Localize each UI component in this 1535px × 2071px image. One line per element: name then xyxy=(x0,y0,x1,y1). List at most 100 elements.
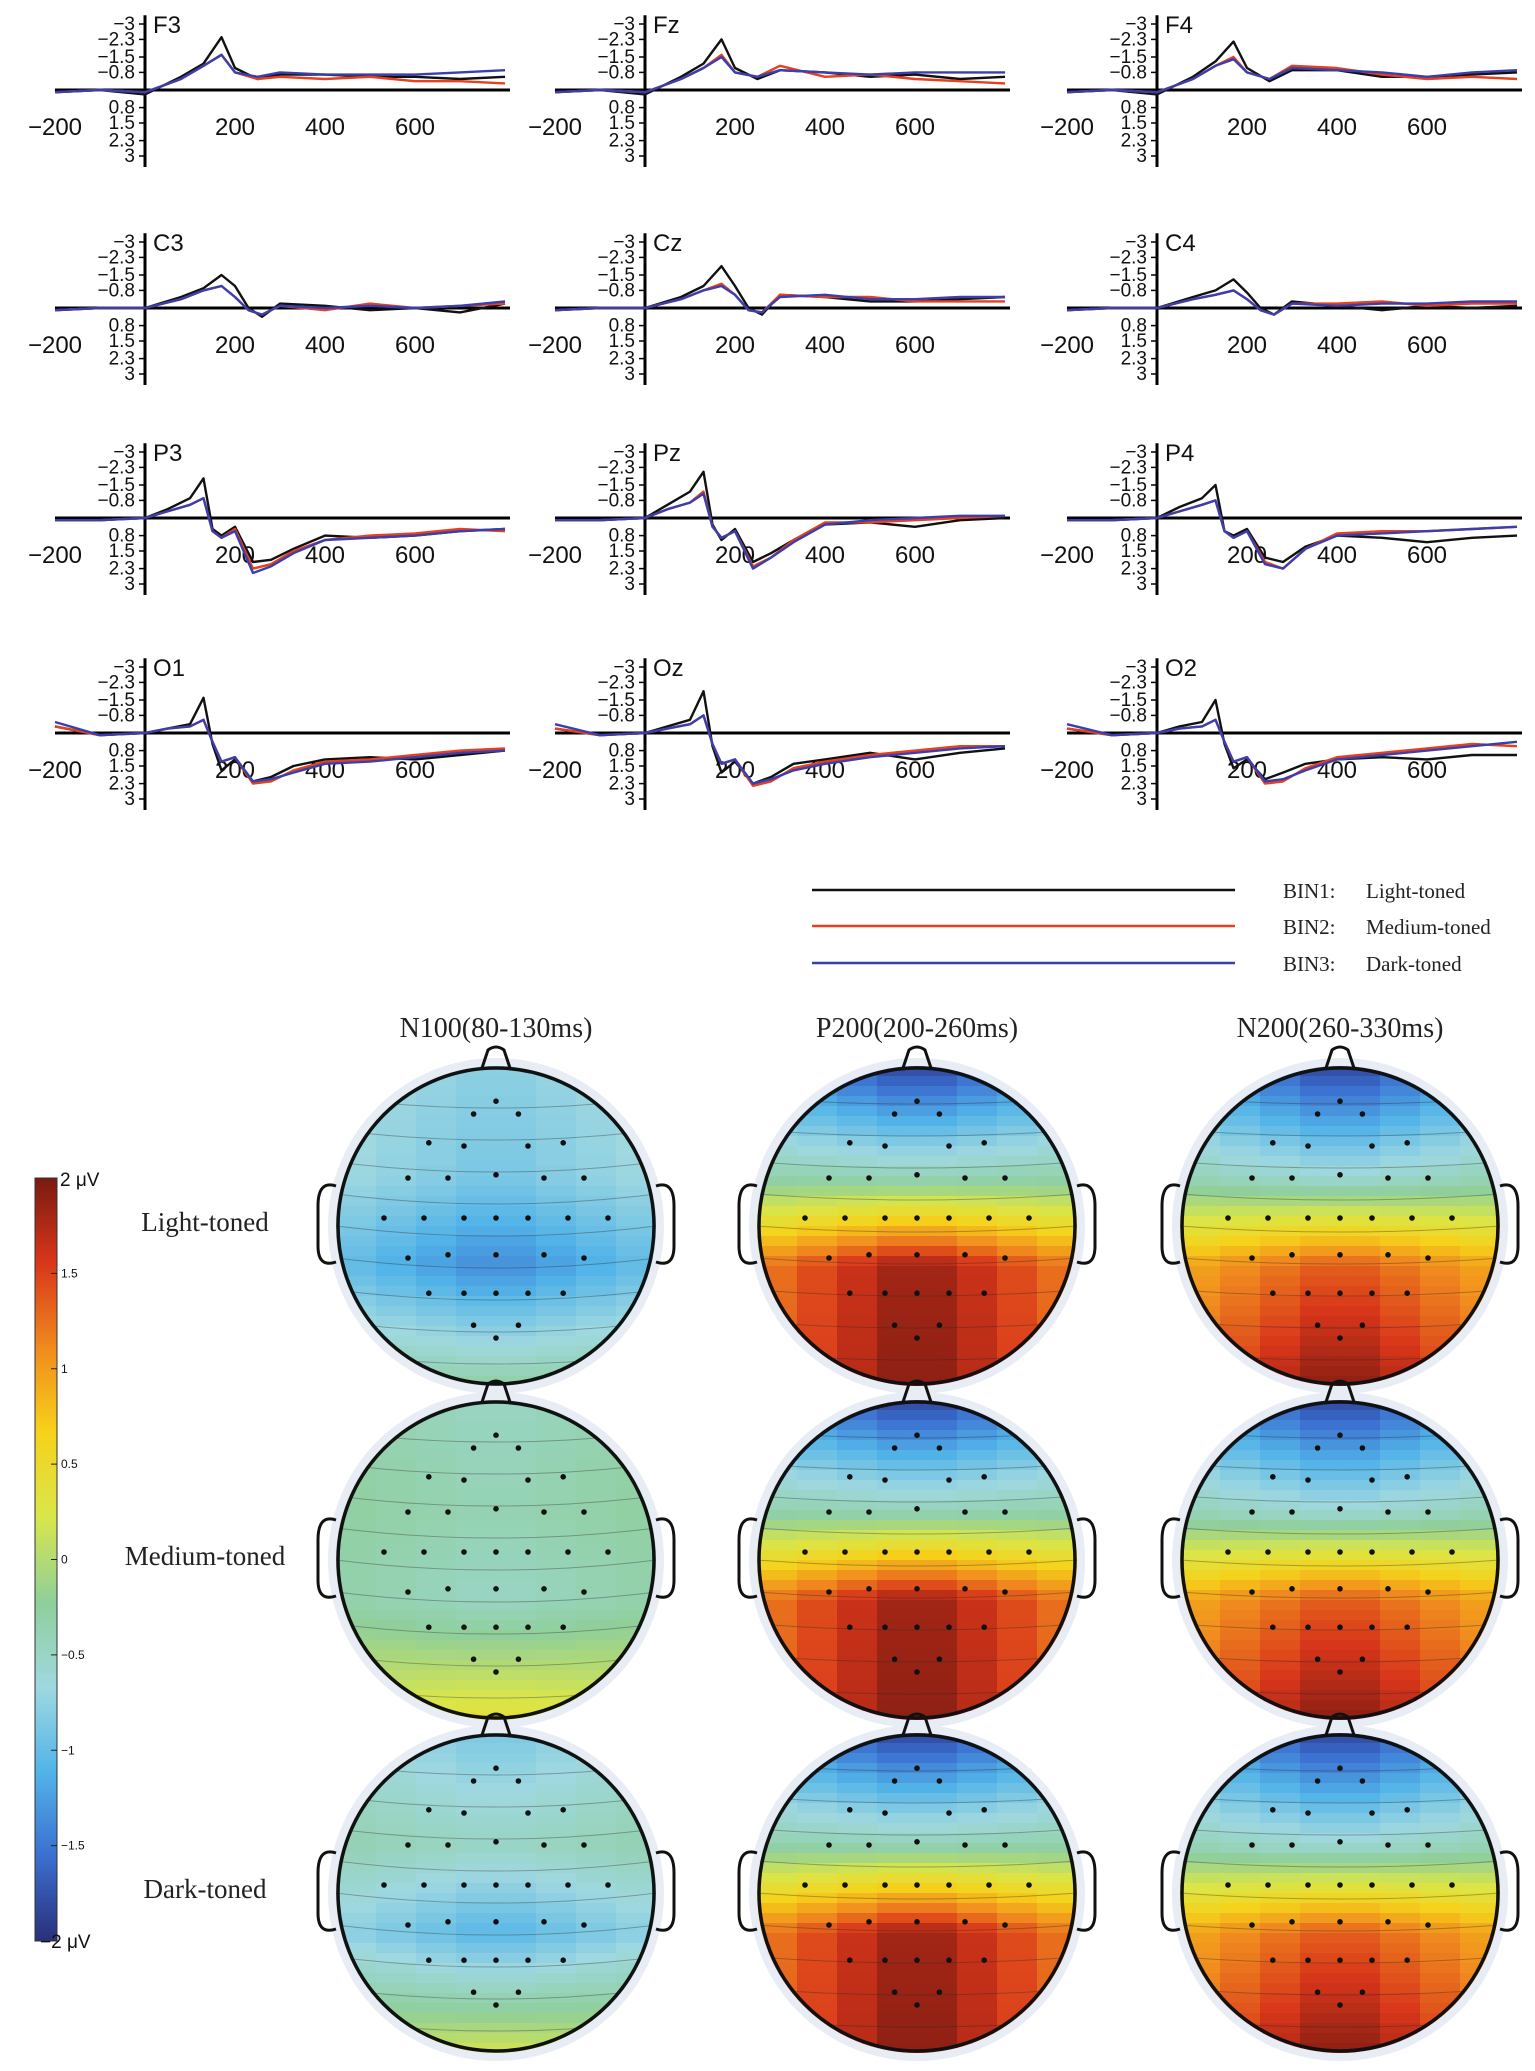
y-tick-label: 3 xyxy=(1136,574,1147,595)
electrode-dot xyxy=(882,1624,888,1630)
x-tick-label: 400 xyxy=(805,114,845,141)
topomap-cell xyxy=(616,1710,656,1720)
topomap-cell xyxy=(1340,1763,1381,1774)
topomap-cell xyxy=(957,1640,998,1651)
y-tick-label: −1.5 xyxy=(97,265,135,286)
topomap-cell xyxy=(576,1823,617,1834)
topomap-cell xyxy=(336,1743,377,1754)
electrode-dot xyxy=(461,1624,467,1630)
topomap-cell xyxy=(757,1540,798,1551)
topomap-cell xyxy=(1180,1096,1221,1107)
topomap-contour xyxy=(336,1591,656,1603)
topomap-cell xyxy=(336,1610,377,1621)
topomap-cell xyxy=(616,2003,656,2014)
topomap-cell xyxy=(616,1600,656,1611)
topomap-cell xyxy=(1037,1690,1077,1701)
topomap-cell xyxy=(1220,1660,1261,1671)
electrode-dot xyxy=(882,1215,888,1221)
topomap-cell xyxy=(797,1530,838,1541)
topomap-cell xyxy=(1260,1316,1301,1327)
topomap-cell xyxy=(997,1620,1038,1631)
topomap-cell xyxy=(1380,1773,1421,1784)
topomap-cell xyxy=(797,1670,838,1681)
topomap-cell xyxy=(837,1186,878,1197)
topomap-cell xyxy=(1220,1316,1261,1327)
electrode-dot xyxy=(1369,1882,1375,1888)
topomap-0-0 xyxy=(316,1045,676,1394)
topomap-cell xyxy=(877,1823,918,1834)
topomap-cell xyxy=(877,1963,918,1974)
series-line-bin3 xyxy=(54,284,506,316)
topomap-cell xyxy=(616,1913,656,1924)
topomap-cell xyxy=(957,1156,998,1167)
electrode-dot xyxy=(1265,1215,1271,1221)
topomap-cell xyxy=(877,1763,918,1774)
topomap-cell xyxy=(757,1510,798,1521)
topomap-cell xyxy=(1037,1420,1077,1431)
topomap-cell xyxy=(416,1933,457,1944)
topomap-cell xyxy=(1300,2003,1341,2014)
topomap-cell xyxy=(877,1430,918,1441)
topomap-cell xyxy=(1460,1540,1500,1551)
topomap-cell xyxy=(416,1276,457,1287)
topomap-cell xyxy=(336,1943,377,1954)
topomap-cell xyxy=(456,1246,497,1257)
topomap-contour xyxy=(757,1289,1077,1297)
topomap-cell xyxy=(1220,1286,1261,1297)
topomap-cell xyxy=(456,1346,497,1357)
topomap-cell xyxy=(1300,1610,1341,1621)
topomap-cell xyxy=(1180,1833,1221,1844)
topomap-cell xyxy=(1460,1733,1500,1744)
topomap-cell xyxy=(616,1186,656,1197)
topomap-cell xyxy=(917,1216,958,1227)
topomap-contour xyxy=(1180,1559,1500,1567)
x-tick-label: 600 xyxy=(895,114,935,141)
topomap-cell xyxy=(1180,1066,1221,1077)
electrode-dot xyxy=(1305,1549,1311,1555)
topomap-cell xyxy=(416,1450,457,1461)
topomap-cell xyxy=(576,1773,617,1784)
electrode-dot xyxy=(470,1989,477,1995)
topomap-cell xyxy=(1180,1166,1221,1177)
topomap-cell xyxy=(616,1570,656,1581)
topomap-cell xyxy=(376,1903,417,1914)
topomap-cell xyxy=(917,1460,958,1471)
topomap-contour xyxy=(336,1129,656,1141)
topomap-cell xyxy=(957,1943,998,1954)
topomap-cell xyxy=(1180,1620,1221,1631)
y-tick-label: −1.5 xyxy=(1109,47,1147,68)
topomap-cell xyxy=(797,1450,838,1461)
topomap-cell xyxy=(416,1803,457,1814)
y-tick-label: −2.3 xyxy=(97,672,135,693)
topomap-cell xyxy=(957,1570,998,1581)
topomap-cell xyxy=(1180,1520,1221,1531)
head-left-ear xyxy=(316,1183,337,1265)
topomap-cell xyxy=(576,1793,617,1804)
topomap-cell xyxy=(336,1883,377,1894)
y-tick-label: 1.5 xyxy=(109,113,135,134)
topomap-cell xyxy=(416,1923,457,1934)
topomap-cell xyxy=(536,1256,577,1267)
topomap-cell xyxy=(957,1440,998,1451)
topomap-cell xyxy=(336,1590,377,1601)
topomap-cell xyxy=(336,1620,377,1631)
topomap-cell xyxy=(1460,1196,1500,1207)
x-tick-label: 600 xyxy=(1407,757,1447,784)
topomap-cell xyxy=(797,1156,838,1167)
topomap-cell xyxy=(957,1430,998,1441)
topomap-cell xyxy=(1180,1883,1221,1894)
topomap-cell xyxy=(1380,1600,1421,1611)
topomap-cell xyxy=(1300,1763,1341,1774)
topomap-cell xyxy=(616,1883,656,1894)
topomap-cell xyxy=(456,1843,497,1854)
topomap-cell xyxy=(576,1560,617,1571)
electrode-dot xyxy=(1314,1778,1321,1784)
topomap-cell xyxy=(797,1863,838,1874)
topomap-cell xyxy=(456,1186,497,1197)
topomap-cell xyxy=(957,1823,998,1834)
topomap-cell xyxy=(1037,1570,1077,1581)
topomap-cell xyxy=(837,1823,878,1834)
topomap-cell xyxy=(376,1813,417,1824)
electrode-dot xyxy=(946,1290,952,1296)
series-line-bin3 xyxy=(555,492,1005,570)
